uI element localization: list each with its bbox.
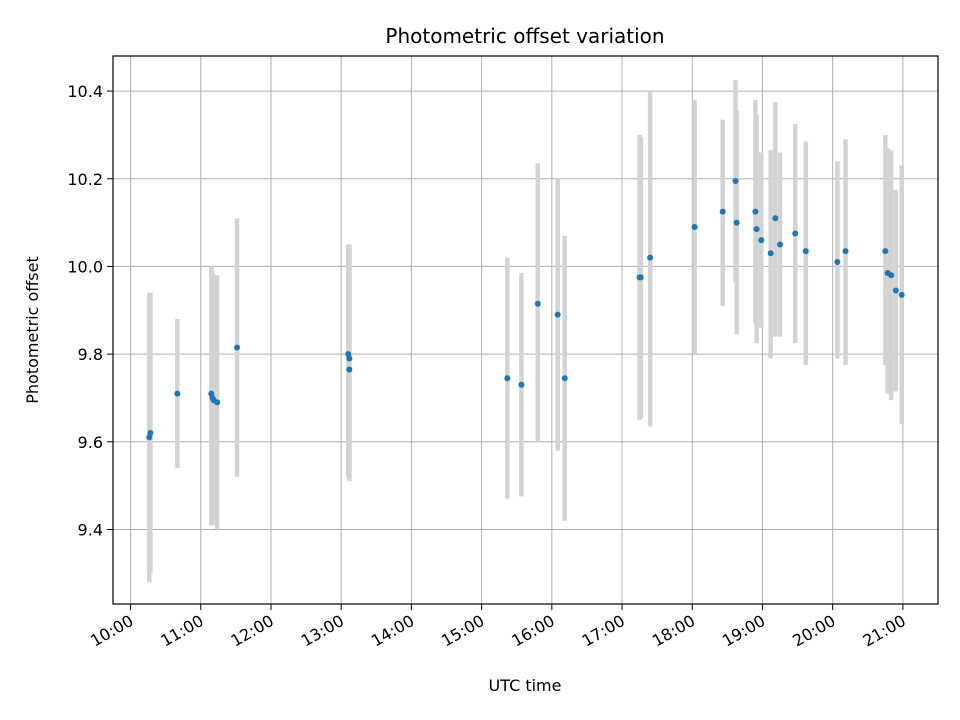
data-point [752, 208, 759, 215]
data-point [147, 430, 154, 437]
data-point [834, 259, 841, 266]
data-point [504, 375, 511, 382]
data-point [792, 230, 799, 237]
data-point [898, 291, 905, 298]
data-point [888, 272, 895, 279]
data-point [346, 355, 353, 362]
data-point [758, 237, 765, 244]
data-point [647, 254, 654, 261]
data-points [146, 177, 905, 441]
y-tick-label: 10.4 [67, 82, 103, 101]
y-tick-label: 9.4 [78, 520, 103, 539]
data-point [767, 250, 774, 257]
data-point [518, 381, 525, 388]
y-axis: 9.4 9.6 9.8 10.0 10.2 10.4 [67, 82, 113, 539]
data-point [753, 226, 760, 233]
data-point [534, 300, 541, 307]
data-point [892, 287, 899, 294]
data-point [842, 248, 849, 255]
data-point [732, 177, 739, 184]
y-tick-label: 10.2 [67, 170, 103, 189]
y-tick-label: 10.0 [67, 257, 103, 276]
chart-title: Photometric offset variation [385, 24, 664, 48]
y-tick-label: 9.8 [78, 345, 103, 364]
data-point [802, 248, 809, 255]
data-point [214, 399, 221, 406]
data-point [554, 311, 561, 318]
y-tick-label: 9.6 [78, 433, 103, 452]
grid-lines [113, 56, 938, 604]
data-point [691, 223, 698, 230]
data-point [637, 274, 644, 281]
data-point [882, 248, 889, 255]
x-axis-label: UTC time [489, 676, 562, 695]
data-point [234, 344, 241, 351]
data-point [772, 215, 779, 222]
data-point [174, 390, 181, 397]
data-point [777, 241, 784, 248]
data-point [346, 366, 353, 373]
data-point [561, 375, 568, 382]
data-point [733, 219, 740, 226]
y-axis-label: Photometric offset [23, 256, 42, 404]
plot-frame [112, 55, 939, 605]
data-point [719, 208, 726, 215]
